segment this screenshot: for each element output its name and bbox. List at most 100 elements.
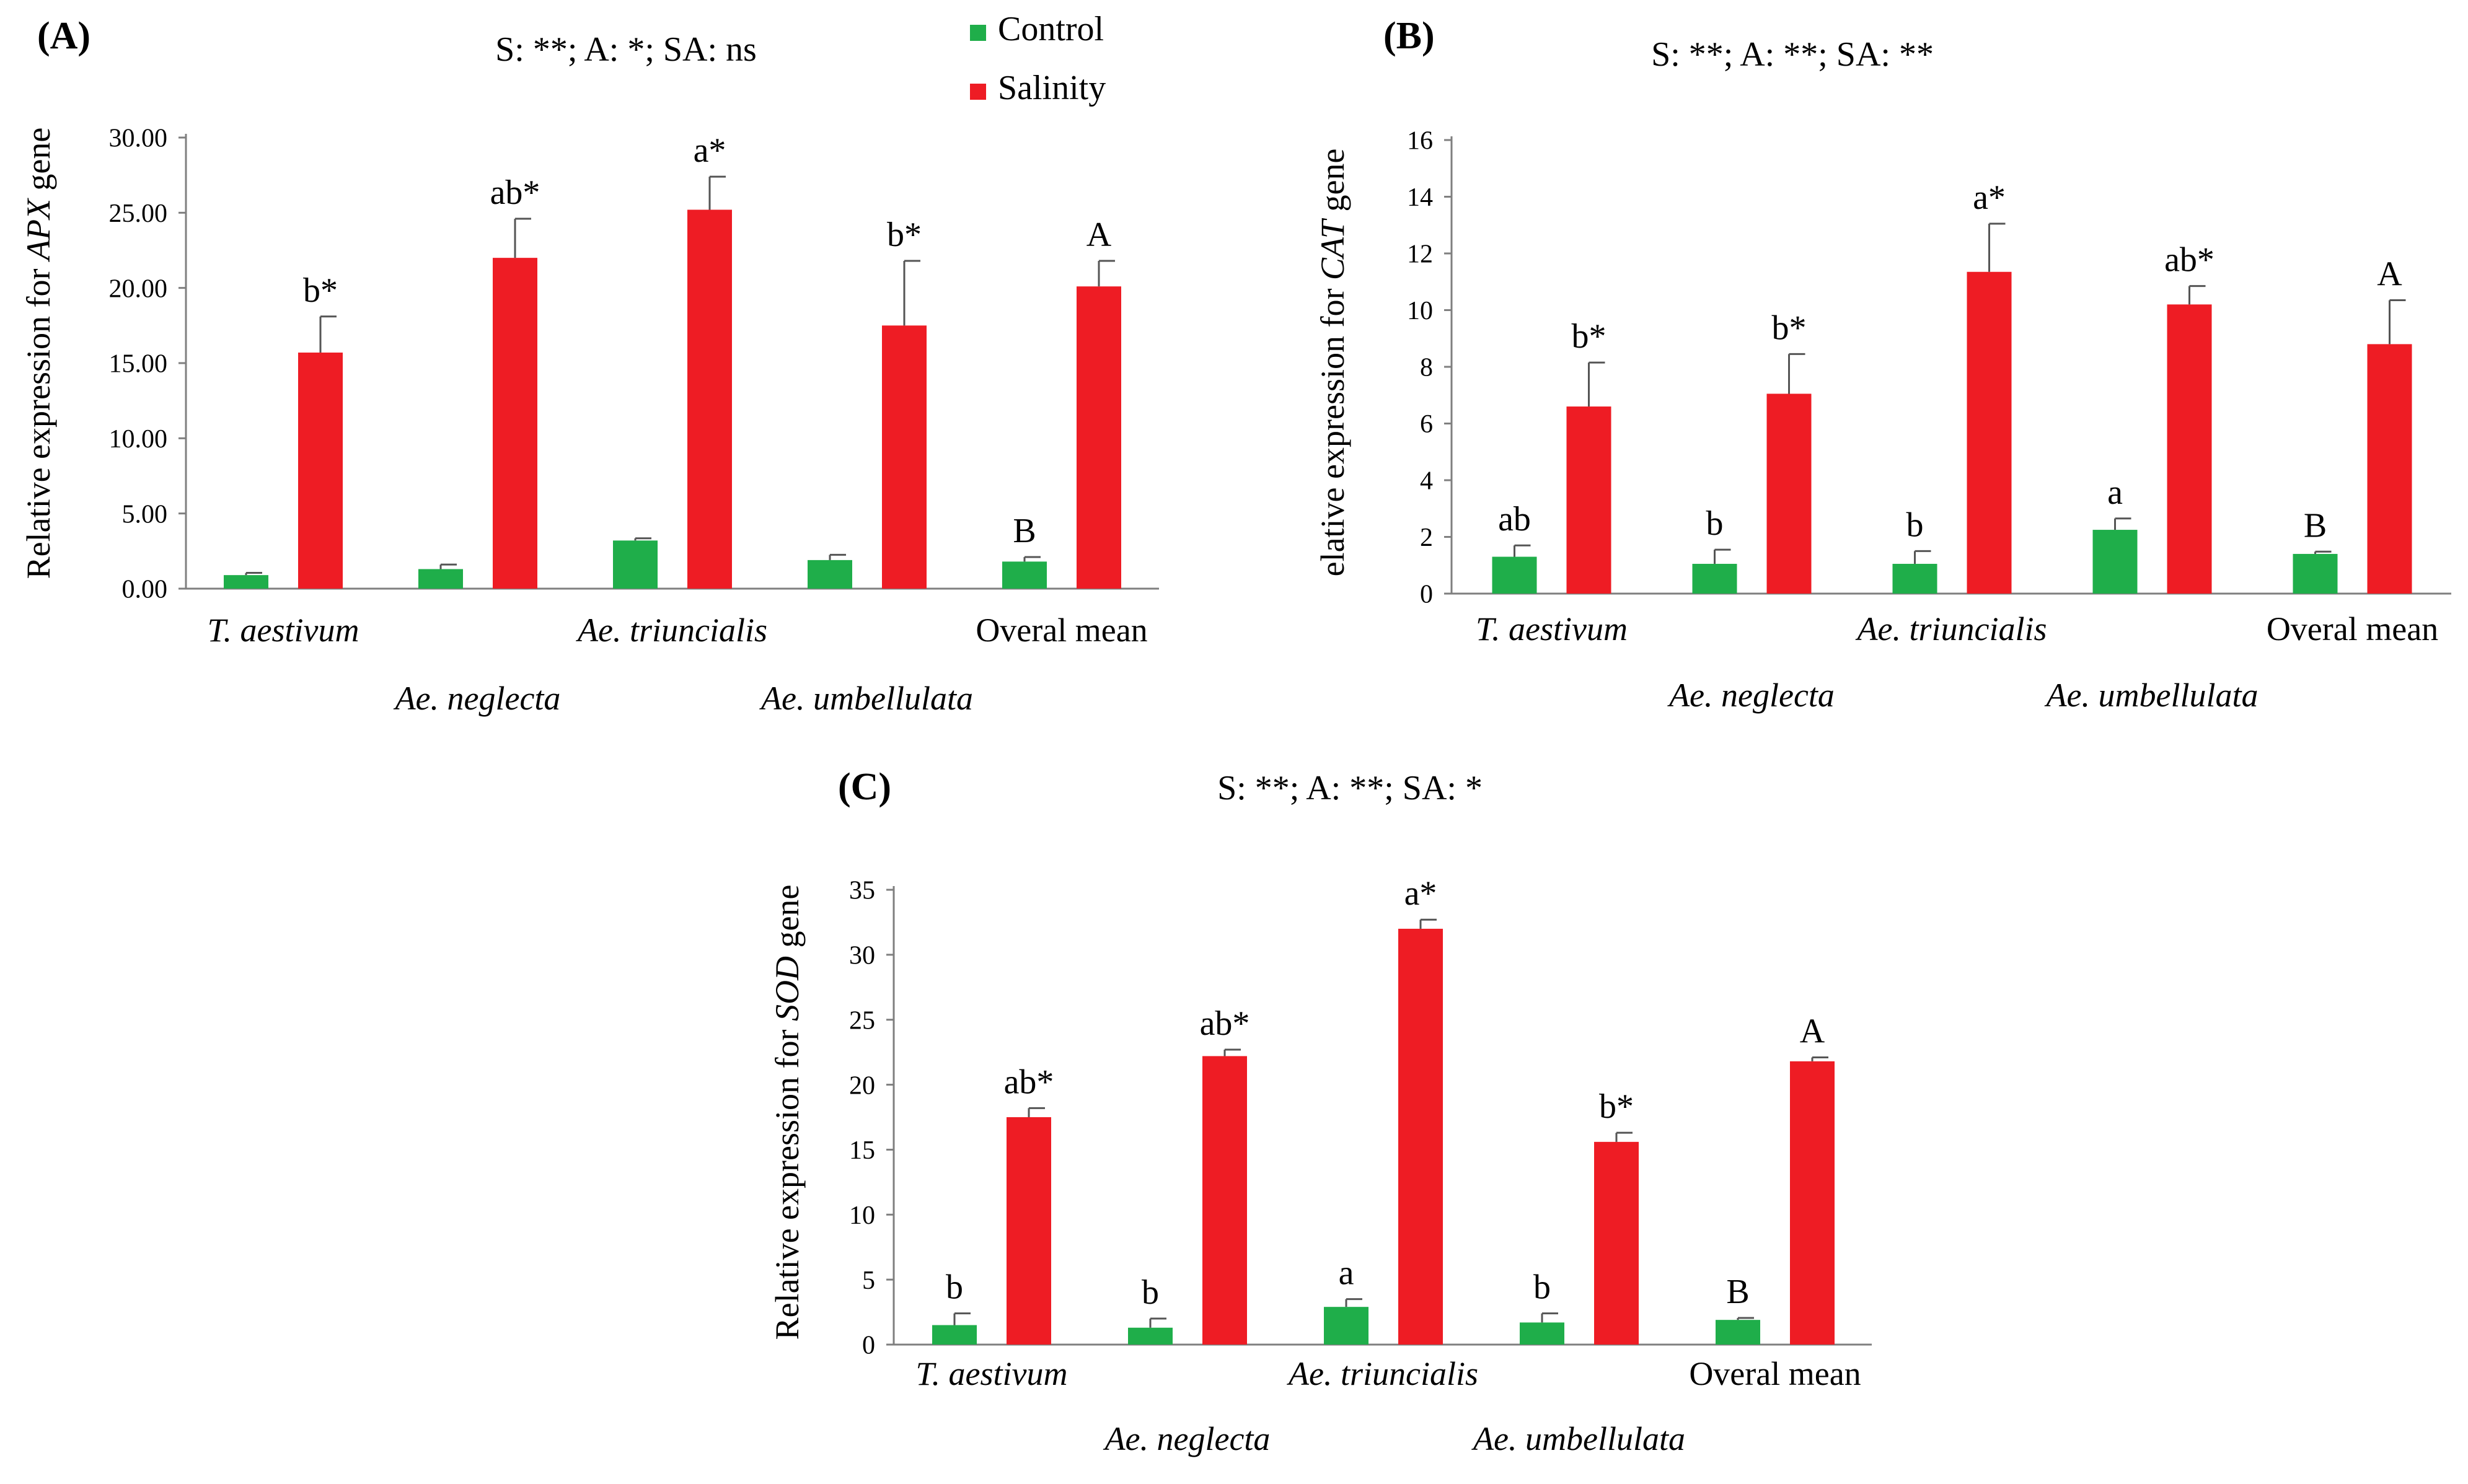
panel-c-y-tick-label: 0 <box>862 1332 875 1360</box>
panel-b-data-label-salinity-ae-umbellulata: ab* <box>2164 241 2215 279</box>
panel-c-bar-control-overal-mean <box>1716 1320 1760 1345</box>
panel-c-data-label-control-ae-umbellulata: b <box>1533 1268 1551 1307</box>
panel-c-category-label-overal-mean: Overal mean <box>1689 1355 1861 1392</box>
panel-c-data-label-salinity-ae-umbellulata: b* <box>1599 1087 1634 1126</box>
panel-c-y-tick-label: 20 <box>849 1071 875 1100</box>
panel-a-data-label-salinity-overal-mean: A <box>1086 216 1112 254</box>
panel-b-y-tick-label: 12 <box>1407 240 1433 269</box>
panel-b-data-label-salinity-ae-triuncialis: a* <box>1973 178 2006 217</box>
panel-a-y-tick-label: 10.00 <box>109 425 168 454</box>
panel-c-category-label-ae-umbellulata: Ae. umbellulata <box>1471 1420 1685 1457</box>
panel-b-y-tick-label: 16 <box>1407 127 1433 156</box>
panel-b-data-label-salinity-t-aestivum: b* <box>1572 317 1606 356</box>
panel-b-data-label-salinity-ae-neglecta: b* <box>1772 309 1807 347</box>
panel-b-bar-control-t-aestivum <box>1492 556 1537 594</box>
panel-a-data-label-salinity-t-aestivum: b* <box>303 271 338 310</box>
panel-a-y-tick-label: 5.00 <box>122 500 168 529</box>
panel-c-category-label-ae-triuncialis: Ae. triuncialis <box>1287 1355 1478 1392</box>
panel-a-bar-salinity-ae-umbellulata <box>882 325 927 589</box>
panel-a-y-axis-label-prefix: Relative expression for <box>20 260 57 579</box>
panel-b-data-label-control-ae-umbellulata: a <box>2107 473 2123 512</box>
panel-c-bar-salinity-ae-umbellulata <box>1594 1141 1639 1345</box>
panel-c-data-label-control-t-aestivum: b <box>946 1268 963 1307</box>
legend-swatch-control <box>970 25 986 41</box>
panel-c-data-label-control-ae-triuncialis: a <box>1339 1254 1354 1293</box>
panel-a-bar-salinity-ae-triuncialis <box>687 209 732 589</box>
panel-a: (A) S: **; A: *; SA: ns Relative expressio… <box>20 15 1159 717</box>
panel-a-y-tick-label: 20.00 <box>109 274 168 303</box>
panel-c-bar-salinity-ae-neglecta <box>1202 1056 1247 1345</box>
panel-c-bar-control-t-aestivum <box>932 1325 977 1345</box>
panel-c-y-tick-label: 5 <box>862 1267 875 1295</box>
panel-b-y-axis-gene: CAT <box>1314 217 1351 280</box>
panel-b-data-label-salinity-overal-mean: A <box>2377 255 2402 293</box>
panel-a-y-tick-label: 0.00 <box>122 576 168 604</box>
panel-b-data-label-control-t-aestivum: ab <box>1498 500 1531 538</box>
panel-c: (C) S: **; A: **; SA: * Relative expressio… <box>769 766 1872 1457</box>
panel-c-data-label-salinity-overal-mean: A <box>1800 1012 1825 1051</box>
panel-a-category-label-overal-mean: Overal mean <box>976 612 1147 649</box>
legend: Control Salinity <box>970 10 1106 107</box>
panel-b-bar-control-ae-umbellulata <box>2092 530 2138 594</box>
panel-b-category-label-ae-triuncialis: Ae. triuncialis <box>1856 610 2047 648</box>
panel-c-data-label-control-ae-neglecta: b <box>1142 1273 1159 1312</box>
panel-a-bar-salinity-t-aestivum <box>298 353 343 589</box>
panel-a-y-axis-gene: APX <box>20 198 57 262</box>
panel-c-data-label-salinity-ae-neglecta: ab* <box>1200 1004 1250 1043</box>
panel-a-data-label-salinity-ae-triuncialis: a* <box>694 131 726 170</box>
panel-c-title: S: **; A: **; SA: * <box>1217 769 1483 807</box>
panel-a-bar-control-ae-triuncialis <box>613 540 658 589</box>
panel-b-category-label-ae-neglecta: Ae. neglecta <box>1667 677 1835 714</box>
panel-c-bar-salinity-t-aestivum <box>1007 1117 1051 1345</box>
panel-b-y-tick-label: 4 <box>1420 467 1433 496</box>
panel-c-bar-control-ae-umbellulata <box>1520 1322 1564 1345</box>
panel-c-data-label-control-overal-mean: B <box>1726 1273 1749 1311</box>
panel-b-bar-salinity-ae-umbellulata <box>2167 304 2212 594</box>
panel-c-y-axis-label-suffix: gene <box>769 885 806 956</box>
panel-b-bar-salinity-t-aestivum <box>1566 406 1611 594</box>
panel-b-y-tick-label: 0 <box>1420 581 1433 609</box>
panel-b-bar-control-overal-mean <box>2293 553 2338 594</box>
panel-b-data-label-control-overal-mean: B <box>2304 506 2327 545</box>
panel-c-data-label-salinity-ae-triuncialis: a* <box>1404 874 1437 913</box>
panel-a-y-tick-label: 15.00 <box>109 350 168 379</box>
panel-c-y-axis-label: Relative expression for SOD gene <box>769 885 806 1340</box>
legend-swatch-salinity <box>970 84 986 100</box>
panel-b-bar-salinity-overal-mean <box>2367 344 2412 594</box>
panel-c-data-label-salinity-t-aestivum: ab* <box>1004 1063 1054 1101</box>
panel-a-bar-salinity-ae-neglecta <box>493 258 537 589</box>
panel-c-category-label-t-aestivum: T. aestivum <box>916 1355 1068 1392</box>
panel-a-category-label-ae-umbellulata: Ae. umbellulata <box>759 680 973 717</box>
panel-a-bar-control-ae-neglecta <box>418 569 463 589</box>
panel-b-category-label-overal-mean: Overal mean <box>2267 610 2438 648</box>
legend-label-salinity: Salinity <box>998 69 1106 107</box>
panel-a-category-label-ae-neglecta: Ae. neglecta <box>394 680 561 717</box>
panel-b-bar-salinity-ae-triuncialis <box>1967 271 2012 594</box>
panel-c-y-tick-label: 25 <box>849 1006 875 1035</box>
panel-b-y-tick-label: 6 <box>1420 410 1433 439</box>
panel-b-title: S: **; A: **; SA: ** <box>1651 35 1934 74</box>
panel-c-bar-salinity-overal-mean <box>1790 1061 1835 1345</box>
panel-a-data-label-control-overal-mean: B <box>1013 512 1036 550</box>
panel-a-y-tick-label: 25.00 <box>109 200 168 228</box>
panel-a-bar-control-overal-mean <box>1002 561 1047 589</box>
panel-b-label: (B) <box>1383 15 1435 57</box>
panel-b-data-label-control-ae-triuncialis: b <box>1906 506 1924 544</box>
panel-b-y-tick-label: 10 <box>1407 297 1433 325</box>
panel-c-y-axis-gene: SOD <box>769 956 806 1021</box>
panel-a-data-label-salinity-ae-umbellulata: b* <box>887 216 922 254</box>
panel-c-bar-control-ae-neglecta <box>1128 1327 1173 1345</box>
panel-b-y-axis-label-suffix: gene <box>1314 149 1351 220</box>
panel-b-y-tick-label: 8 <box>1420 354 1433 382</box>
panel-a-data-label-salinity-ae-neglecta: ab* <box>490 173 540 212</box>
panel-b-y-axis-label-prefix: elative expression for <box>1314 280 1351 576</box>
panel-b-y-tick-label: 14 <box>1407 183 1433 212</box>
panel-b: (B) S: **; A: **; SA: ** elative expressio… <box>1314 15 2451 714</box>
panel-c-category-label-ae-neglecta: Ae. neglecta <box>1103 1420 1271 1457</box>
panel-a-bar-control-t-aestivum <box>224 575 268 589</box>
panel-c-y-axis-label-prefix: Relative expression for <box>769 1021 806 1340</box>
panel-a-y-tick-label: 30.00 <box>109 125 168 153</box>
panel-b-y-tick-label: 2 <box>1420 524 1433 552</box>
panel-b-y-axis-label: elative expression for CAT gene <box>1314 149 1351 577</box>
